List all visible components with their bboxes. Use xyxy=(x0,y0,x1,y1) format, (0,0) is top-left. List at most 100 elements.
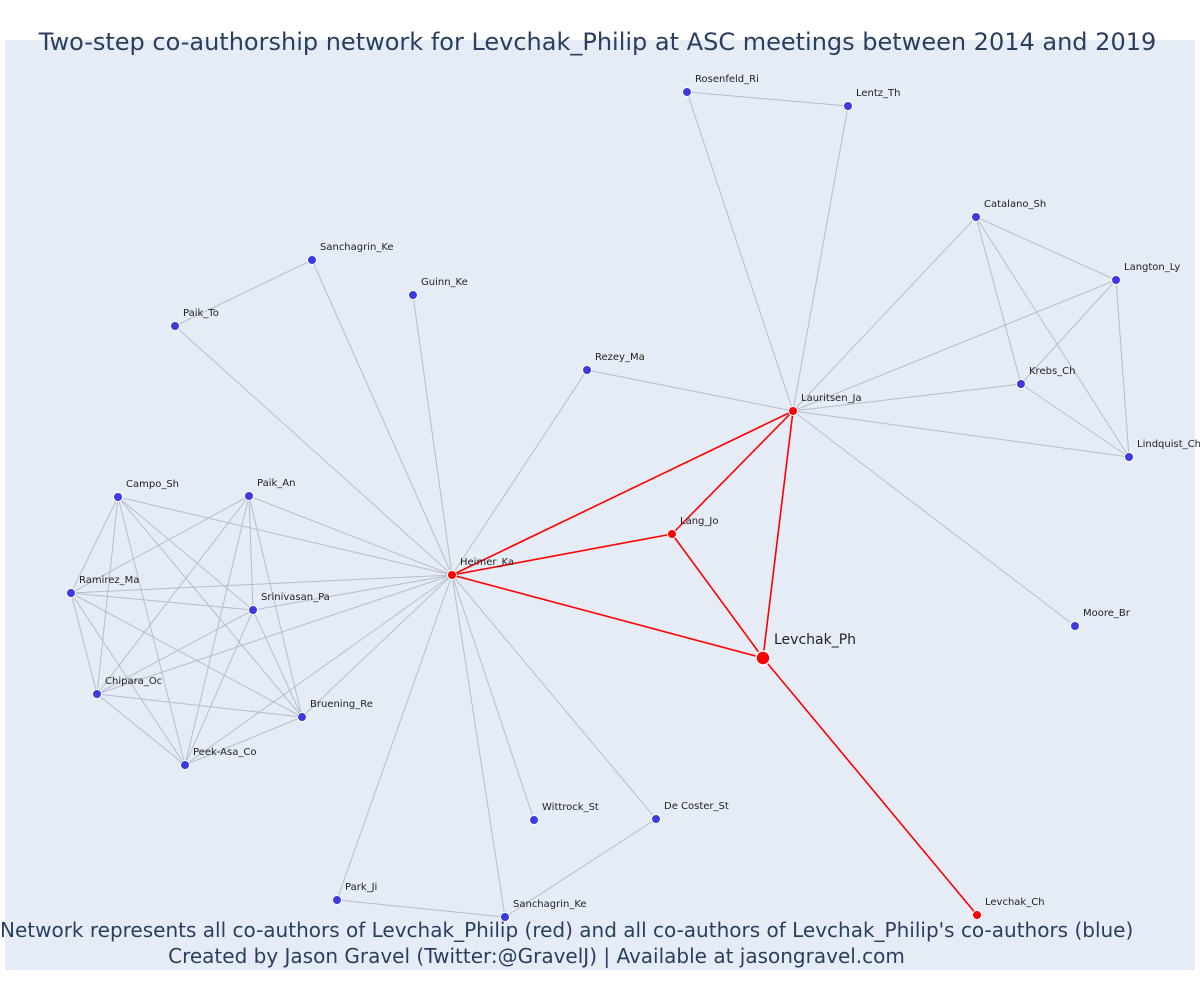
edge-rezey_ma-lauritsen_ja xyxy=(586,369,794,412)
edge-rosenfeld_ri-lentz_th xyxy=(686,91,849,107)
node-lindquist_ch[interactable] xyxy=(1124,452,1134,462)
node-label-campo_sh: Campo_Sh xyxy=(126,479,179,490)
node-label-peek_asa_co: Peek-Asa_Co xyxy=(193,747,256,758)
node-label-lang_jo: Lang_Jo xyxy=(680,516,718,527)
node-sanchagrin_ke_bottom[interactable] xyxy=(500,912,510,922)
footer-credit: Created by Jason Gravel (Twitter:@Gravel… xyxy=(168,944,905,968)
node-label-lauritsen_ja: Lauritsen_Ja xyxy=(801,393,862,404)
node-label-heimer_ka: Heimer_Ka xyxy=(460,557,514,568)
edge-sanchagrin_ke_bottom-heimer_ka xyxy=(451,574,506,918)
node-park_ji[interactable] xyxy=(332,895,342,905)
node-label-krebs_ch: Krebs_Ch xyxy=(1029,366,1075,377)
node-label-rosenfeld_ri: Rosenfeld_Ri xyxy=(695,74,759,85)
edge-ramirez_ma-srinivasan_pa xyxy=(70,592,254,611)
edge-catalano_sh-langton_ly xyxy=(975,216,1117,281)
edge-ramirez_ma-peek_asa_co xyxy=(70,592,186,766)
node-label-chipara_oc: Chipara_Oc xyxy=(105,676,162,687)
edge-campo_sh-bruening_re xyxy=(117,496,303,718)
node-moore_br[interactable] xyxy=(1070,621,1080,631)
node-label-paik_to: Paik_To xyxy=(183,308,219,319)
edge-sanchagrin_ke_top-paik_to xyxy=(174,259,313,327)
edge-peek_asa_co-heimer_ka xyxy=(184,574,453,766)
edge-catalano_sh-krebs_ch xyxy=(975,216,1022,385)
node-sanchagrin_ke_top[interactable] xyxy=(307,255,317,265)
edge-krebs_ch-lauritsen_ja xyxy=(792,383,1022,412)
node-ramirez_ma[interactable] xyxy=(66,588,76,598)
node-catalano_sh[interactable] xyxy=(971,212,981,222)
node-label-bruening_re: Bruening_Re xyxy=(310,699,373,710)
node-paik_to[interactable] xyxy=(170,321,180,331)
edge-langton_ly-lindquist_ch xyxy=(1115,279,1130,458)
edge-paik_an-heimer_ka xyxy=(248,495,453,576)
node-peek_asa_co[interactable] xyxy=(180,760,190,770)
node-label-sanchagrin_ke_bottom: Sanchagrin_Ke xyxy=(513,899,587,910)
edge-levchak_ph-heimer_ka xyxy=(451,574,764,659)
node-bruening_re[interactable] xyxy=(297,712,307,722)
edge-sanchagrin_ke_top-heimer_ka xyxy=(311,259,453,576)
node-de_coster_st[interactable] xyxy=(651,814,661,824)
node-paik_an[interactable] xyxy=(244,491,254,501)
edge-de_coster_st-sanchagrin_ke_bottom xyxy=(504,818,657,918)
edge-paik_an-ramirez_ma xyxy=(70,495,250,594)
edge-wittrock_st-heimer_ka xyxy=(451,574,535,821)
nodes-layer xyxy=(66,87,1134,922)
node-label-guinn_ke: Guinn_Ke xyxy=(421,277,468,288)
edge-paik_an-peek_asa_co xyxy=(184,495,250,766)
edge-guinn_ke-heimer_ka xyxy=(412,294,453,576)
chart-title: Two-step co-authorship network for Levch… xyxy=(38,28,1157,56)
edge-ramirez_ma-bruening_re xyxy=(70,592,303,718)
node-lauritsen_ja[interactable] xyxy=(788,406,798,416)
node-campo_sh[interactable] xyxy=(113,492,123,502)
node-chipara_oc[interactable] xyxy=(92,689,102,699)
node-label-moore_br: Moore_Br xyxy=(1083,608,1131,619)
node-levchak_ch[interactable] xyxy=(972,910,982,920)
node-srinivasan_pa[interactable] xyxy=(248,605,258,615)
node-label-wittrock_st: Wittrock_St xyxy=(542,802,599,813)
edge-heimer_ka-lang_jo xyxy=(451,533,673,576)
edge-langton_ly-lauritsen_ja xyxy=(792,279,1117,412)
edge-campo_sh-heimer_ka xyxy=(117,496,453,576)
edge-lentz_th-lauritsen_ja xyxy=(792,105,849,412)
node-label-levchak_ch: Levchak_Ch xyxy=(985,897,1045,908)
node-lentz_th[interactable] xyxy=(843,101,853,111)
node-label-ramirez_ma: Ramirez_Ma xyxy=(79,575,139,586)
edge-heimer_ka-lauritsen_ja xyxy=(451,410,794,576)
edge-levchak_ph-levchak_ch xyxy=(762,657,978,916)
node-heimer_ka[interactable] xyxy=(447,570,457,580)
edge-park_ji-sanchagrin_ke_bottom xyxy=(336,899,506,918)
edge-chipara_oc-heimer_ka xyxy=(96,574,453,695)
edge-catalano_sh-lindquist_ch xyxy=(975,216,1130,458)
node-rosenfeld_ri[interactable] xyxy=(682,87,692,97)
node-langton_ly[interactable] xyxy=(1111,275,1121,285)
edge-campo_sh-peek_asa_co xyxy=(117,496,186,766)
edge-srinivasan_pa-peek_asa_co xyxy=(184,609,254,766)
node-rezey_ma[interactable] xyxy=(582,365,592,375)
plot-area xyxy=(5,40,1195,970)
node-label-srinivasan_pa: Srinivasan_Pa xyxy=(261,592,330,603)
node-krebs_ch[interactable] xyxy=(1016,379,1026,389)
edge-rezey_ma-heimer_ka xyxy=(451,369,588,576)
edge-bruening_re-heimer_ka xyxy=(301,574,453,718)
node-label-levchak_ph: Levchak_Ph xyxy=(774,632,856,648)
edge-campo_sh-ramirez_ma xyxy=(70,496,119,594)
edge-krebs_ch-lindquist_ch xyxy=(1020,383,1130,458)
node-wittrock_st[interactable] xyxy=(529,815,539,825)
edge-ramirez_ma-chipara_oc xyxy=(70,592,98,695)
node-guinn_ke[interactable] xyxy=(408,290,418,300)
node-label-de_coster_st: De Coster_St xyxy=(664,801,729,812)
edge-paik_an-bruening_re xyxy=(248,495,303,718)
edge-srinivasan_pa-bruening_re xyxy=(252,609,303,718)
edge-srinivasan_pa-heimer_ka xyxy=(252,574,453,611)
node-label-sanchagrin_ke_top: Sanchagrin_Ke xyxy=(320,242,394,253)
edge-de_coster_st-heimer_ka xyxy=(451,574,657,820)
node-label-langton_ly: Langton_Ly xyxy=(1124,262,1180,273)
edge-srinivasan_pa-chipara_oc xyxy=(96,609,254,695)
footer-note: Network represents all co-authors of Lev… xyxy=(0,918,1134,942)
node-levchak_ph[interactable] xyxy=(755,650,771,666)
edge-catalano_sh-lauritsen_ja xyxy=(792,216,977,412)
edge-chipara_oc-peek_asa_co xyxy=(96,693,186,766)
edge-levchak_ph-lang_jo xyxy=(671,533,764,659)
node-lang_jo[interactable] xyxy=(667,529,677,539)
edge-park_ji-heimer_ka xyxy=(336,574,453,901)
